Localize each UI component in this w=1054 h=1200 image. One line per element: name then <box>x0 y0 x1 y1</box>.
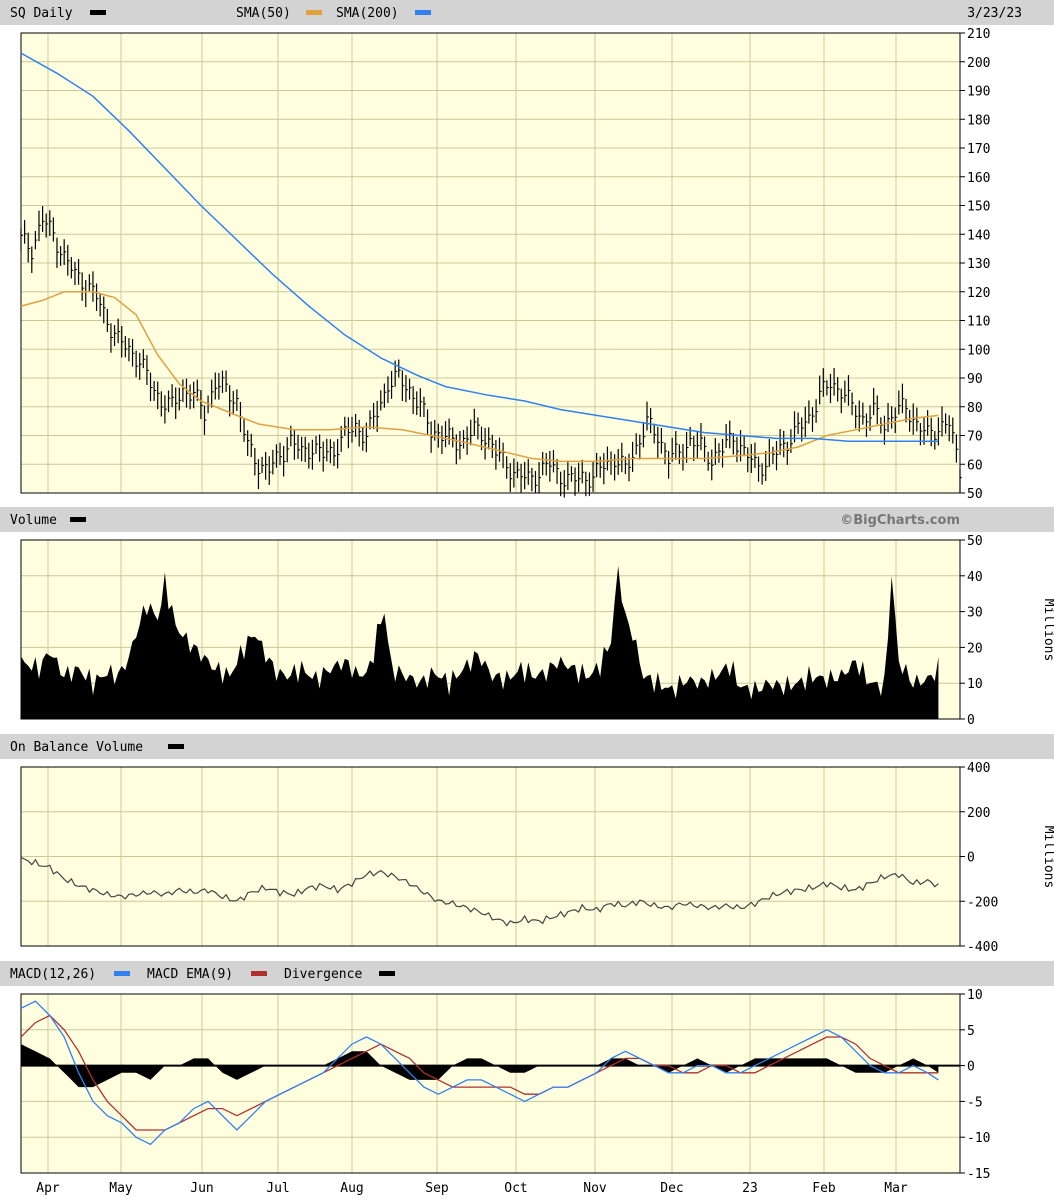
price-ytick-label: 100 <box>967 343 990 358</box>
price-header-bar <box>0 0 1054 25</box>
macd-ytick-label: -15 <box>967 1167 990 1182</box>
volume-ytick-label: 50 <box>967 534 983 549</box>
volume-ytick-label: 30 <box>967 606 983 621</box>
price-ytick-label: 50 <box>967 487 983 502</box>
x-axis-label: Oct <box>504 1181 527 1196</box>
sma200-swatch <box>415 10 431 15</box>
obv-ytick-label: 400 <box>967 761 990 776</box>
obv-ytick-label: 200 <box>967 806 990 821</box>
obv-ytick-label: 0 <box>967 851 975 866</box>
price-ytick-label: 210 <box>967 27 990 42</box>
price-ytick-label: 70 <box>967 430 983 445</box>
macd-plot-border <box>20 993 961 1174</box>
obv-line <box>20 856 939 927</box>
macd-swatch <box>114 971 130 976</box>
x-axis-label: May <box>109 1181 133 1196</box>
obv-header-bar <box>0 734 1054 759</box>
obv-swatch <box>168 744 184 749</box>
x-axis-label: Feb <box>812 1181 836 1196</box>
sma50-legend: SMA(50) <box>236 6 291 21</box>
macd-ytick-label: -10 <box>967 1131 990 1146</box>
chart-date: 3/23/23 <box>967 6 1022 21</box>
ticker-label: SQ Daily <box>10 6 73 21</box>
price-ytick-label: 200 <box>967 56 990 71</box>
price-ytick-label: 150 <box>967 200 990 215</box>
price-ytick-label: 60 <box>967 458 983 473</box>
volume-ytick-label: 40 <box>967 570 983 585</box>
macd-ytick-label: 10 <box>967 988 983 1003</box>
divergence-legend: Divergence <box>284 967 362 982</box>
price-plot-border <box>20 32 961 494</box>
x-axis-label: 23 <box>742 1181 758 1196</box>
price-ytick-label: 110 <box>967 315 990 330</box>
volume-units: Millions <box>1041 599 1054 662</box>
volume-area <box>21 565 939 719</box>
price-ytick-label: 160 <box>967 171 990 186</box>
price-ytick-label: 180 <box>967 113 990 128</box>
price-ytick-label: 90 <box>967 372 983 387</box>
x-axis-label: Jul <box>266 1181 289 1196</box>
macd-header-bar <box>0 961 1054 986</box>
obv-ytick-label: -200 <box>967 895 998 910</box>
macd-ema-swatch <box>251 971 267 976</box>
x-axis-label: Apr <box>36 1181 60 1196</box>
volume-ytick-label: 10 <box>967 677 983 692</box>
sma200-line <box>20 52 939 443</box>
x-axis-label: Dec <box>660 1181 683 1196</box>
volume-header-bar <box>0 507 1054 532</box>
macd-line <box>20 1000 939 1146</box>
watermark: ©BigCharts.com <box>840 513 960 528</box>
volume-swatch <box>70 517 86 522</box>
x-axis-label: Sep <box>425 1181 449 1196</box>
volume-ytick-label: 20 <box>967 641 983 656</box>
panels-group: 5060708090100110120130140150160170180190… <box>20 27 998 1196</box>
obv-title: On Balance Volume <box>10 740 143 755</box>
x-axis-label: Nov <box>583 1181 607 1196</box>
obv-plot-border <box>20 766 961 947</box>
price-ytick-label: 170 <box>967 142 990 157</box>
price-ytick-label: 190 <box>967 85 990 100</box>
x-axis-label: Jun <box>190 1181 213 1196</box>
price-ytick-label: 80 <box>967 401 983 416</box>
volume-title: Volume <box>10 513 57 528</box>
obv-ytick-label: -400 <box>967 940 998 955</box>
x-axis-label: Mar <box>884 1181 908 1196</box>
macd-ytick-label: 0 <box>967 1060 975 1075</box>
macd-ytick-label: -5 <box>967 1095 983 1110</box>
divergence-swatch <box>379 971 395 976</box>
obv-units: Millions <box>1041 826 1054 889</box>
price-ytick-label: 130 <box>967 257 990 272</box>
volume-ytick-label: 0 <box>967 713 975 728</box>
sma50-swatch <box>306 10 322 15</box>
macd-legend: MACD(12,26) <box>10 967 96 982</box>
macd-plot-area <box>20 993 961 1174</box>
price-ytick-label: 140 <box>967 228 990 243</box>
sma200-legend: SMA(200) <box>336 6 399 21</box>
sma50-line <box>20 291 939 463</box>
x-axis-label: Aug <box>340 1181 363 1196</box>
macd-ytick-label: 5 <box>967 1024 975 1039</box>
ticker-legend-swatch <box>90 10 106 15</box>
price-ytick-label: 120 <box>967 286 990 301</box>
macd-ema-legend: MACD EMA(9) <box>147 967 233 982</box>
